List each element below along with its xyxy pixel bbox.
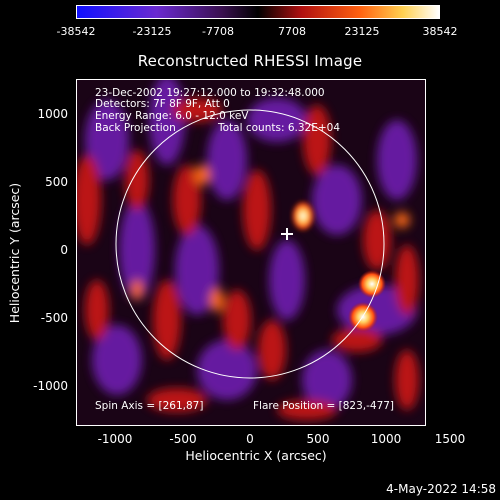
time-range-text: 23-Dec-2002 19:27:12.000 to 19:32:48.000 (95, 87, 325, 99)
y-tick-label: -1000 (33, 379, 68, 393)
spin-axis-text: Spin Axis = [261,87] (95, 400, 204, 412)
y-tick-label: 1000 (37, 107, 68, 121)
y-axis-label: Heliocentric Y (arcsec) (7, 182, 22, 324)
spin-axis-marker (281, 228, 293, 240)
y-tick-label: 0 (60, 243, 68, 257)
y-tick-label: 500 (45, 175, 68, 189)
x-tick-label: -500 (169, 432, 197, 446)
method-text: Back Projection (95, 122, 176, 134)
colorbar-label: 23125 (344, 25, 380, 38)
colorbar-label: -7708 (202, 25, 234, 38)
colorbar-label: 38542 (422, 25, 458, 38)
solar-image (77, 80, 425, 425)
flare-position-text: Flare Position = [823,-477] (253, 400, 395, 412)
colorbar-label: 7708 (278, 25, 306, 38)
x-axis-label: Heliocentric X (arcsec) (185, 448, 327, 463)
x-tick-label: 0 (246, 432, 254, 446)
solar-limb (115, 109, 385, 379)
plot-title: Reconstructed RHESSI Image (137, 52, 363, 70)
colorbar-label: -23125 (132, 25, 172, 38)
x-tick-label: 1500 (434, 432, 466, 446)
y-tick-label: -500 (40, 311, 68, 325)
image-panel (76, 79, 426, 426)
energy-range-text: Energy Range: 6.0 - 12.0 keV (95, 110, 249, 122)
detectors-text: Detectors: 7F 8F 9F, Att 0 (95, 98, 230, 110)
x-tick-label: 500 (306, 432, 330, 446)
x-tick-label: -1000 (97, 432, 133, 446)
x-tick-label: 1000 (370, 432, 402, 446)
total-counts-text: Total counts: 6.32E+04 (218, 122, 341, 134)
colorbar-label: -38542 (56, 25, 96, 38)
colorbar (76, 5, 440, 19)
timestamp: 4-May-2022 14:58 (386, 482, 496, 496)
